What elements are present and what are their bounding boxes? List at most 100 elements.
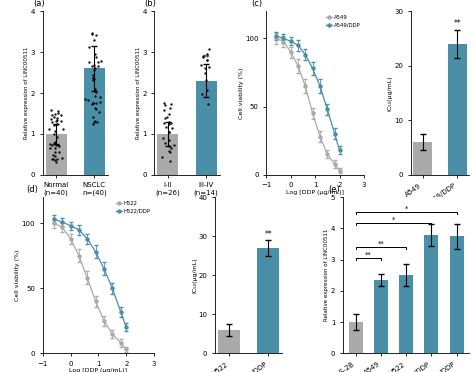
Text: *: * <box>404 206 408 212</box>
Point <box>82 96 89 102</box>
Bar <box>196 81 217 175</box>
Point <box>205 46 212 52</box>
A549/DDP <box>337 148 342 153</box>
Point <box>92 32 100 38</box>
H522 <box>118 341 124 345</box>
Bar <box>399 275 413 353</box>
Bar <box>349 322 363 353</box>
A549 <box>295 64 301 68</box>
X-axis label: Log [DDP (μg/mL)]: Log [DDP (μg/mL)] <box>286 190 344 195</box>
Point <box>203 51 210 57</box>
A549/DDP <box>317 84 323 89</box>
Point <box>90 67 97 73</box>
Point <box>58 155 65 161</box>
Point <box>47 116 55 122</box>
Point <box>89 77 96 83</box>
Point <box>94 63 101 69</box>
H522/DDP <box>118 310 124 314</box>
A549 <box>325 152 330 157</box>
Y-axis label: Relative expression of LINC00511: Relative expression of LINC00511 <box>136 47 141 139</box>
Y-axis label: Relative expression of LINC00511: Relative expression of LINC00511 <box>24 47 29 139</box>
Point <box>167 101 174 107</box>
Point <box>92 89 100 94</box>
Point <box>51 157 58 163</box>
Point <box>165 121 173 127</box>
Point <box>165 111 173 117</box>
Line: H522: H522 <box>52 222 128 351</box>
Point <box>201 70 209 76</box>
Point <box>54 155 61 161</box>
Point <box>165 143 173 149</box>
Point <box>50 114 58 120</box>
Point <box>161 102 168 108</box>
Bar <box>257 248 279 353</box>
A549/DDP <box>273 33 279 38</box>
Bar <box>424 235 438 353</box>
Point <box>167 120 174 126</box>
Point <box>160 108 167 113</box>
Point <box>46 145 54 151</box>
Point <box>48 142 56 148</box>
Point <box>53 115 61 121</box>
Point <box>96 109 103 115</box>
Point <box>59 126 66 132</box>
H522/DDP <box>59 219 65 224</box>
Point <box>167 145 174 151</box>
H522/DDP <box>84 237 90 241</box>
H522 <box>76 254 82 258</box>
Point <box>89 114 97 120</box>
Point <box>53 134 61 140</box>
Text: **: ** <box>453 19 461 28</box>
Text: (a): (a) <box>33 0 45 8</box>
Point <box>84 97 91 103</box>
A549/DDP <box>295 43 301 48</box>
Point <box>96 99 103 105</box>
Point <box>91 118 99 124</box>
Point <box>53 121 60 127</box>
H522/DDP <box>51 217 57 222</box>
Point <box>165 129 173 135</box>
Point <box>160 135 167 141</box>
A549/DDP <box>310 66 316 71</box>
A549 <box>332 162 337 166</box>
Line: H522/DDP: H522/DDP <box>52 218 128 329</box>
Bar <box>413 142 432 175</box>
H522/DDP <box>68 224 73 228</box>
Point <box>90 74 97 80</box>
Point <box>96 94 103 100</box>
A549/DDP <box>332 132 337 136</box>
Point <box>171 142 178 148</box>
Point <box>160 120 168 126</box>
Point <box>201 65 209 71</box>
H522 <box>51 221 57 225</box>
Point <box>166 149 174 155</box>
Point <box>203 87 210 93</box>
Point <box>197 62 205 68</box>
Point <box>54 108 62 114</box>
Text: **: ** <box>377 241 384 247</box>
Point <box>88 63 96 69</box>
Y-axis label: Relative expression of LINC00511: Relative expression of LINC00511 <box>324 229 329 321</box>
A549/DDP <box>325 107 330 112</box>
Point <box>199 54 207 60</box>
Point <box>91 105 99 111</box>
Point <box>52 149 59 155</box>
Point <box>169 125 176 131</box>
Bar <box>84 68 105 175</box>
A549/DDP <box>288 39 293 44</box>
Point <box>165 137 173 143</box>
Bar <box>374 280 388 353</box>
Point <box>52 142 60 148</box>
A549 <box>317 134 323 139</box>
Text: **: ** <box>365 251 372 257</box>
Point <box>165 148 173 154</box>
Point <box>57 119 65 125</box>
Line: A549: A549 <box>274 37 341 172</box>
Text: (d): (d) <box>26 186 38 195</box>
Legend: H522, H522/DDP: H522, H522/DDP <box>115 200 152 215</box>
Point <box>166 158 173 164</box>
Point <box>91 88 99 94</box>
Y-axis label: IC₅₀(μg/mL): IC₅₀(μg/mL) <box>388 75 392 111</box>
Bar <box>218 330 240 353</box>
Point <box>89 100 96 106</box>
